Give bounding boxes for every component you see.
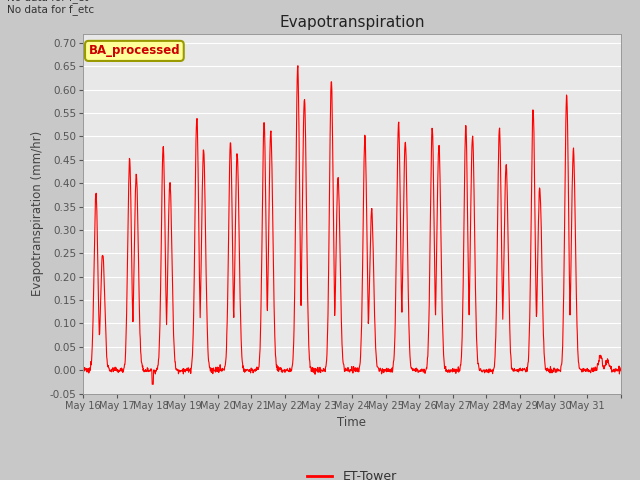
Legend: ET-Tower: ET-Tower bbox=[302, 465, 402, 480]
Text: BA_processed: BA_processed bbox=[88, 44, 180, 58]
Title: Evapotranspiration: Evapotranspiration bbox=[279, 15, 425, 30]
Y-axis label: Evapotranspiration (mm/hr): Evapotranspiration (mm/hr) bbox=[31, 131, 44, 296]
X-axis label: Time: Time bbox=[337, 416, 367, 429]
Text: No data for f_et
No data for f_etc: No data for f_et No data for f_etc bbox=[7, 0, 94, 15]
